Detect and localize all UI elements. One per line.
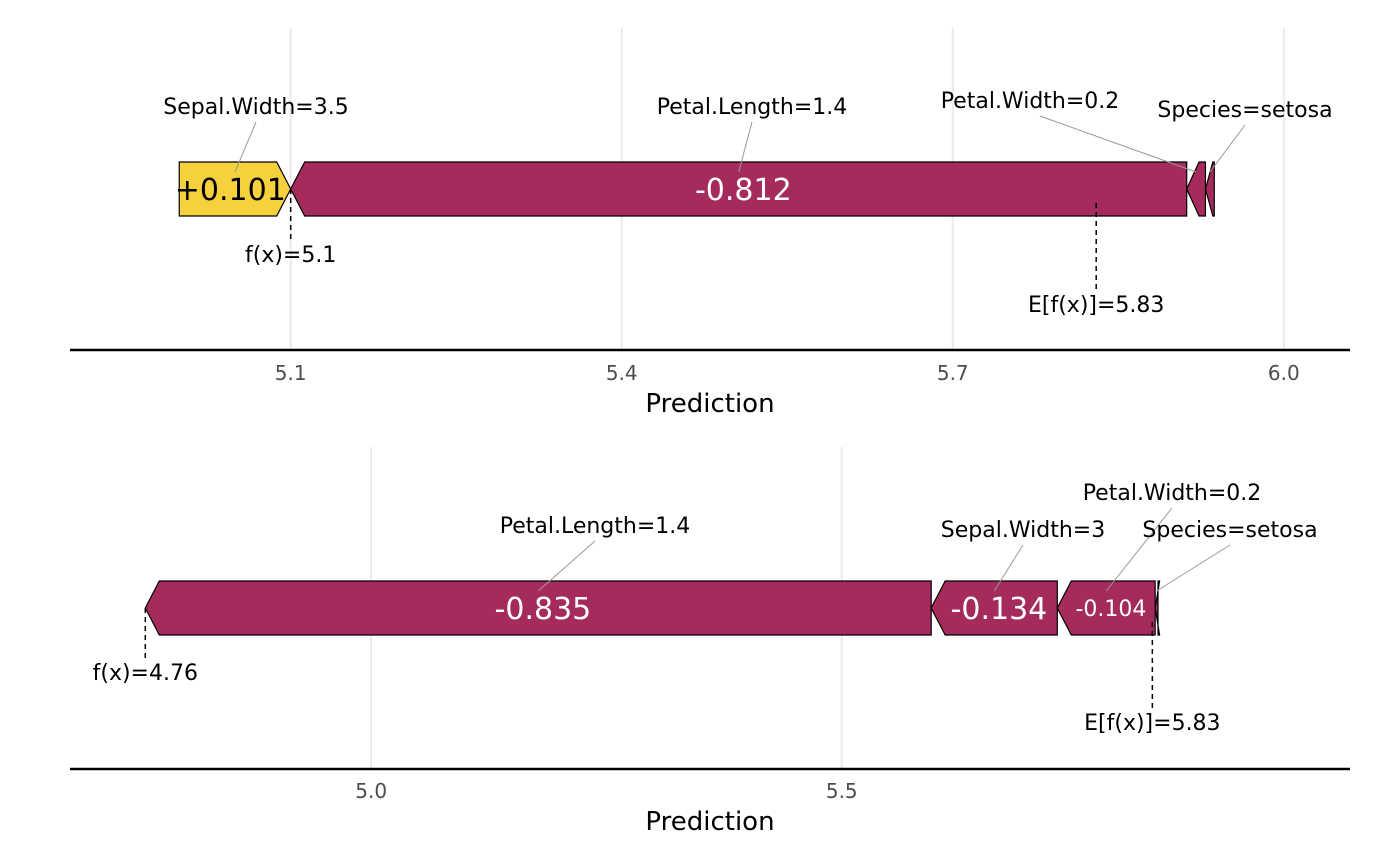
baseline-label: E[f(x)]=5.83 [1084,711,1220,736]
chart-panel-2: -0.835 Petal.Length=1.4 -0.134 Sepal.Width=… [70,447,1350,837]
contribution-value-label: -0.104 [1075,597,1146,622]
feature-leader-line [1039,115,1197,173]
feature-leader-line [993,544,1024,592]
feature-label: Petal.Length=1.4 [500,514,691,539]
feature-label: Species=setosa [1157,98,1332,123]
feature-label: Petal.Width=0.2 [941,89,1120,114]
x-tick-label: 5.5 [826,779,858,803]
feature-leader-line [537,540,596,592]
feature-label: Sepal.Width=3 [941,518,1105,543]
contribution-value-label: -0.812 [695,173,792,208]
x-tick-label: 6.0 [1268,361,1300,385]
prediction-label: f(x)=5.1 [245,243,336,268]
feature-label: Petal.Length=1.4 [657,95,848,120]
x-tick-label: 5.7 [937,361,969,385]
feature-label: Sepal.Width=3.5 [163,95,348,120]
feature-label: Petal.Width=0.2 [1083,481,1262,506]
x-axis-title: Prediction [645,807,774,837]
contribution-value-label: +0.101 [175,173,286,208]
feature-leader-line [234,121,257,173]
feature-leader-line [1209,124,1246,173]
x-tick-label: 5.4 [606,361,638,385]
x-tick-label: 5.1 [275,361,307,385]
contribution-bar [1154,580,1161,636]
feature-leader-line [1105,507,1173,592]
contribution-bar [178,161,292,217]
contribution-bar [1204,161,1215,217]
contribution-value-label: -0.835 [495,592,592,627]
feature-label: Species=setosa [1142,518,1317,543]
feature-leader-line [738,121,753,173]
contribution-value-label: -0.134 [951,592,1048,627]
baseline-label: E[f(x)]=5.83 [1028,293,1164,318]
chart-panel-1: +0.101 Sepal.Width=3.5 -0.812 Petal.Length=… [70,28,1350,419]
x-axis-title: Prediction [645,389,774,419]
feature-leader-line [1156,544,1231,592]
x-tick-label: 5.0 [355,779,387,803]
prediction-label: f(x)=4.76 [93,661,198,686]
